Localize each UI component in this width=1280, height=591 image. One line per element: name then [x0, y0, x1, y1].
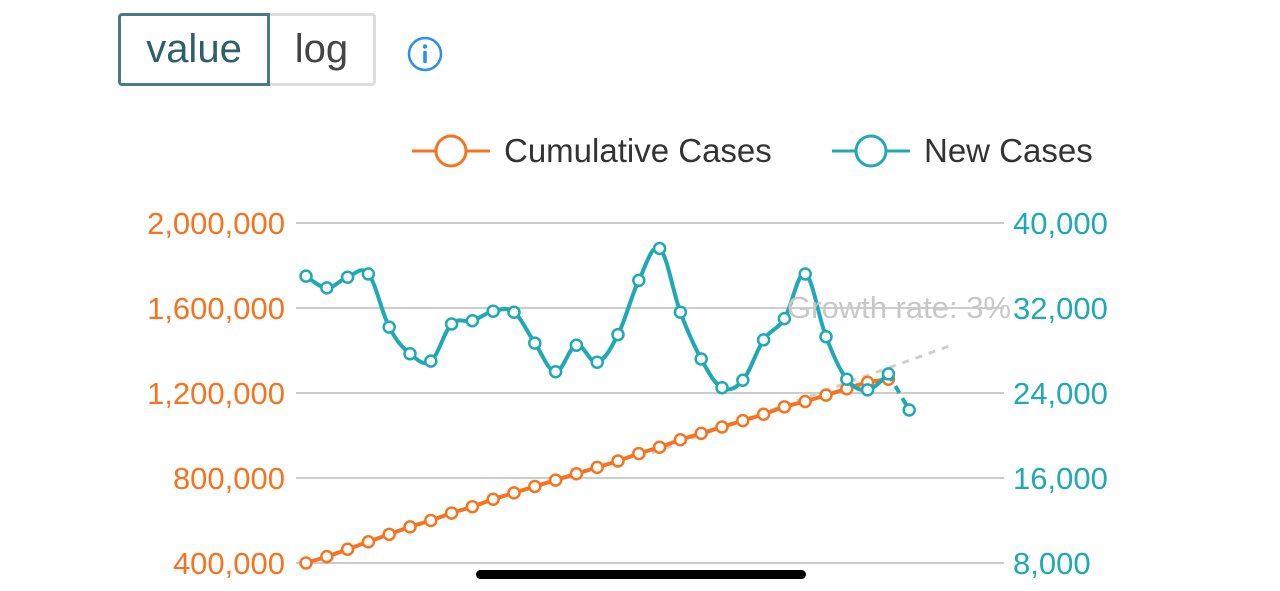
- cumulative-cases-point: [673, 433, 688, 447]
- cumulative-cases-point: [444, 506, 459, 520]
- cumulative-cases-point: [299, 556, 313, 570]
- cumulative-cases-point: [632, 446, 646, 461]
- new-cases-point: [777, 311, 792, 326]
- new-cases-projected-point: [902, 403, 916, 417]
- right-axis: 8,000 16,000 24,000 32,000 40,000: [1013, 206, 1108, 581]
- chart-legend: Cumulative Cases New Cases: [412, 132, 1093, 169]
- new-cases-point: [403, 346, 417, 361]
- cumulative-cases-point: [424, 513, 438, 528]
- new-cases-series: [299, 241, 916, 417]
- left-tick-label: 2,000,000: [147, 206, 285, 241]
- gridlines: [296, 222, 1004, 564]
- right-tick-label: 8,000: [1013, 546, 1091, 581]
- new-cases-point: [798, 267, 812, 281]
- scale-toggle: value log: [118, 13, 376, 86]
- right-tick-label: 24,000: [1013, 376, 1108, 411]
- cumulative-cases-point: [403, 520, 417, 534]
- left-axis: 400,000 800,000 1,200,000 1,600,000 2,000,00…: [147, 206, 285, 581]
- legend-marker: [434, 134, 468, 168]
- new-cases-point: [715, 380, 729, 395]
- new-cases-point: [611, 327, 625, 342]
- left-tick-label: 1,200,000: [147, 376, 285, 411]
- right-tick-label: 32,000: [1013, 291, 1108, 326]
- new-cases-point: [652, 241, 667, 256]
- cumulative-cases-point: [611, 454, 625, 468]
- legend-label-cumulative: Cumulative Cases: [504, 132, 772, 169]
- cumulative-cases-point: [756, 407, 771, 421]
- new-cases-point: [465, 314, 480, 328]
- new-cases-point: [486, 304, 500, 318]
- new-cases-point: [736, 373, 750, 387]
- cumulative-cases-point: [569, 467, 584, 481]
- cumulative-cases-point: [486, 492, 500, 506]
- cumulative-cases-point: [777, 400, 792, 414]
- new-cases-point: [444, 317, 459, 331]
- new-cases-point: [756, 333, 771, 347]
- new-cases-point: [320, 281, 334, 295]
- new-cases-point: [860, 383, 875, 397]
- new-cases-point: [548, 365, 563, 379]
- legend-label-new: New Cases: [924, 132, 1093, 169]
- new-cases-point: [361, 267, 376, 281]
- left-tick-label: 1,600,000: [147, 291, 285, 326]
- cumulative-cases-point: [590, 460, 604, 475]
- cumulative-cases-point: [736, 413, 750, 428]
- value-scale-button[interactable]: value: [118, 13, 270, 86]
- left-tick-label: 400,000: [173, 546, 285, 581]
- new-cases-point: [528, 336, 542, 350]
- new-cases-projection-line: [886, 372, 911, 411]
- new-cases-point: [340, 270, 355, 284]
- cumulative-cases-point: [507, 486, 521, 500]
- new-cases-point: [694, 352, 708, 366]
- cumulative-cases-point: [819, 388, 833, 402]
- cumulative-cases-point: [361, 535, 376, 549]
- cumulative-cases-point: [715, 420, 729, 434]
- new-cases-point: [507, 305, 521, 319]
- left-tick-label: 800,000: [173, 461, 285, 496]
- home-indicator: [476, 570, 806, 579]
- new-cases-point: [299, 269, 313, 283]
- legend-marker: [854, 134, 888, 168]
- new-cases-point: [632, 273, 646, 288]
- cumulative-cases-point: [382, 527, 396, 542]
- cumulative-cases-point: [798, 394, 812, 409]
- cumulative-cases-point: [320, 549, 334, 564]
- log-scale-button[interactable]: log: [270, 13, 376, 86]
- cumulative-cases-point: [340, 542, 355, 556]
- info-icon[interactable]: [406, 35, 444, 73]
- cumulative-cases-point: [548, 473, 563, 487]
- new-cases-point: [840, 372, 854, 386]
- new-cases-point: [673, 305, 688, 319]
- new-cases-point: [424, 354, 438, 368]
- right-tick-label: 16,000: [1013, 461, 1108, 496]
- right-tick-label: 40,000: [1013, 206, 1108, 241]
- new-cases-point: [382, 320, 396, 334]
- new-cases-point: [590, 355, 604, 369]
- new-cases-point: [819, 329, 833, 344]
- cumulative-cases-point: [528, 479, 542, 494]
- annotation-layer: Growth rate: 3%: [787, 290, 1011, 325]
- cumulative-cases-point: [465, 499, 480, 514]
- cumulative-cases-series: [299, 372, 896, 570]
- cumulative-cases-point: [694, 426, 708, 441]
- growth-rate-annotation: Growth rate: 3%: [787, 290, 1011, 325]
- new-cases-point: [569, 338, 584, 352]
- cumulative-cases-point: [652, 440, 667, 454]
- new-cases-point: [881, 367, 896, 381]
